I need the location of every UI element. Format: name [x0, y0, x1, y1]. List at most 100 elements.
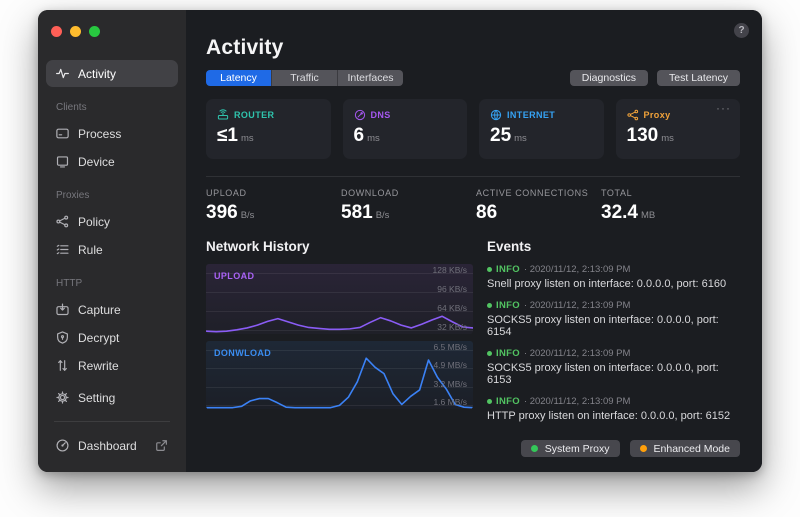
enhanced-mode-badge[interactable]: Enhanced Mode [629, 440, 740, 457]
event-level: INFO [496, 396, 520, 407]
chart-tick-label: 6.5 MB/s [433, 341, 467, 352]
sidebar-item-label: Setting [78, 390, 116, 405]
chart-gridline [206, 329, 473, 331]
external-link-icon[interactable] [155, 439, 168, 452]
chart-tick-label: 64 KB/s [437, 302, 467, 313]
tab-interfaces[interactable]: Interfaces [338, 70, 403, 86]
sidebar-item-process[interactable]: Process [46, 120, 178, 147]
tab-traffic[interactable]: Traffic [272, 70, 338, 86]
network-history-column: Network History UPLOAD 128 KB/s 96 KB/s 64… [206, 239, 473, 430]
sidebar-item-label: Decrypt [78, 330, 120, 345]
rule-icon [56, 243, 69, 256]
event-level: INFO [496, 348, 520, 359]
download-chart: DONWLOAD 6.5 MB/s 4.9 MB/s 3.2 MB/s 1.6 MB/… [206, 341, 473, 409]
sidebar-item-label: Process [78, 126, 122, 141]
upload-chart: UPLOAD 128 KB/s 96 KB/s 64 KB/s 32 KB/s [206, 264, 473, 334]
network-history-title: Network History [206, 239, 310, 254]
total-stat: TOTAL 32.4 MB [601, 188, 656, 223]
latency-cards: ROUTER ≤1 ms DNS 6 ms [206, 99, 740, 159]
event-item: INFO · 2020/11/12, 2:13:09 PM SOCKS5 pro… [487, 300, 740, 338]
chart-gridline [206, 386, 473, 388]
lower-section: Network History UPLOAD 128 KB/s 96 KB/s 64… [206, 239, 740, 430]
latency-unit: ms [661, 133, 674, 144]
card-label: INTERNET [507, 110, 556, 120]
page-title: Activity [206, 36, 284, 59]
badge-label: Enhanced Mode [653, 442, 730, 455]
view-tabs: Latency Traffic Interfaces [206, 70, 403, 86]
device-icon [56, 155, 69, 168]
event-timestamp: · 2020/11/12, 2:13:09 PM [523, 264, 631, 275]
zoom-window-button[interactable] [89, 26, 100, 37]
dns-latency-card: DNS 6 ms [342, 99, 467, 159]
dns-icon [354, 109, 366, 121]
event-message: HTTP proxy listen on interface: 0.0.0.0,… [487, 410, 731, 422]
info-dot [487, 267, 492, 272]
sidebar-item-policy[interactable]: Policy [46, 208, 178, 235]
info-dot [487, 303, 492, 308]
sidebar-item-dashboard[interactable]: Dashboard [46, 432, 178, 459]
active-connections-value: 86 [476, 202, 498, 223]
sidebar-item-label: Dashboard [78, 438, 137, 453]
event-message: SOCKS5 proxy listen on interface: 0.0.0.… [487, 314, 719, 338]
download-stat: DOWNLOAD 581 B/s [341, 188, 399, 223]
card-label: DNS [370, 110, 391, 120]
sidebar-section-http: HTTP [56, 278, 83, 289]
events-column: Events INFO · 2020/11/12, 2:13:09 PM Sne… [483, 239, 740, 430]
capture-icon [56, 303, 69, 316]
upload-value: 396 [206, 202, 238, 223]
sidebar-item-decrypt[interactable]: Decrypt [46, 324, 178, 351]
sidebar-item-device[interactable]: Device [46, 148, 178, 175]
sidebar-item-activity[interactable]: Activity [46, 60, 178, 87]
app-window: Activity Clients Process Device Proxies [38, 10, 762, 472]
activity-icon [56, 67, 69, 80]
policy-icon [56, 215, 69, 228]
proxy-latency-card: ··· Proxy 130 ms [615, 99, 740, 159]
traffic-stats: UPLOAD 396 B/s DOWNLOAD 581 B/s ACTIVE CON… [206, 188, 740, 224]
window-controls [46, 24, 178, 37]
diagnostics-button[interactable]: Diagnostics [569, 70, 649, 86]
event-timestamp: · 2020/11/12, 2:13:09 PM [523, 300, 631, 311]
total-value: 32.4 [601, 202, 638, 223]
event-timestamp: · 2020/11/12, 2:13:09 PM [523, 396, 631, 407]
active-connections-stat: ACTIVE CONNECTIONS 86 [476, 188, 589, 223]
chart-gridline [206, 310, 473, 312]
upload-chart-line [206, 264, 473, 334]
download-chart-line [206, 341, 473, 409]
decrypt-shield-icon [56, 331, 69, 344]
sidebar-item-label: Device [78, 154, 115, 169]
chart-gridline [206, 368, 473, 370]
sidebar-item-rule[interactable]: Rule [46, 236, 178, 263]
router-latency-value: ≤1 [217, 125, 238, 146]
internet-globe-icon [490, 109, 502, 121]
sidebar-nav: Activity Clients Process Device Proxies [46, 60, 178, 380]
close-window-button[interactable] [51, 26, 62, 37]
upload-stat: UPLOAD 396 B/s [206, 188, 255, 223]
event-item: INFO · 2020/11/12, 2:13:09 PM Snell prox… [487, 264, 740, 290]
section-divider [206, 176, 740, 177]
proxy-latency-value: 130 [626, 125, 659, 146]
router-latency-card: ROUTER ≤1 ms [206, 99, 331, 159]
card-label: ROUTER [234, 110, 275, 120]
sidebar-item-rewrite[interactable]: Rewrite [46, 352, 178, 379]
chart-tick-label: 1.6 MB/s [433, 396, 467, 407]
chart-tick-label: 32 KB/s [437, 321, 467, 332]
mode-badges: System Proxy Enhanced Mode [206, 440, 740, 457]
test-latency-button[interactable]: Test Latency [657, 70, 740, 86]
rewrite-icon [56, 359, 69, 372]
chart-gridline [206, 349, 473, 351]
internet-latency-card: INTERNET 25 ms [479, 99, 604, 159]
event-level: INFO [496, 300, 520, 311]
info-dot [487, 399, 492, 404]
events-title: Events [487, 239, 532, 254]
download-chart-label: DONWLOAD [214, 348, 272, 358]
tab-latency[interactable]: Latency [206, 70, 272, 86]
sidebar-item-setting[interactable]: Setting [46, 384, 178, 411]
event-timestamp: · 2020/11/12, 2:13:09 PM [523, 348, 631, 359]
sidebar-item-capture[interactable]: Capture [46, 296, 178, 323]
sidebar-item-label: Policy [78, 214, 111, 229]
proxy-card-menu-button[interactable]: ··· [716, 101, 731, 115]
minimize-window-button[interactable] [70, 26, 81, 37]
system-proxy-badge[interactable]: System Proxy [520, 440, 620, 457]
latency-unit: ms [514, 133, 527, 144]
help-button[interactable]: ? [734, 23, 749, 38]
